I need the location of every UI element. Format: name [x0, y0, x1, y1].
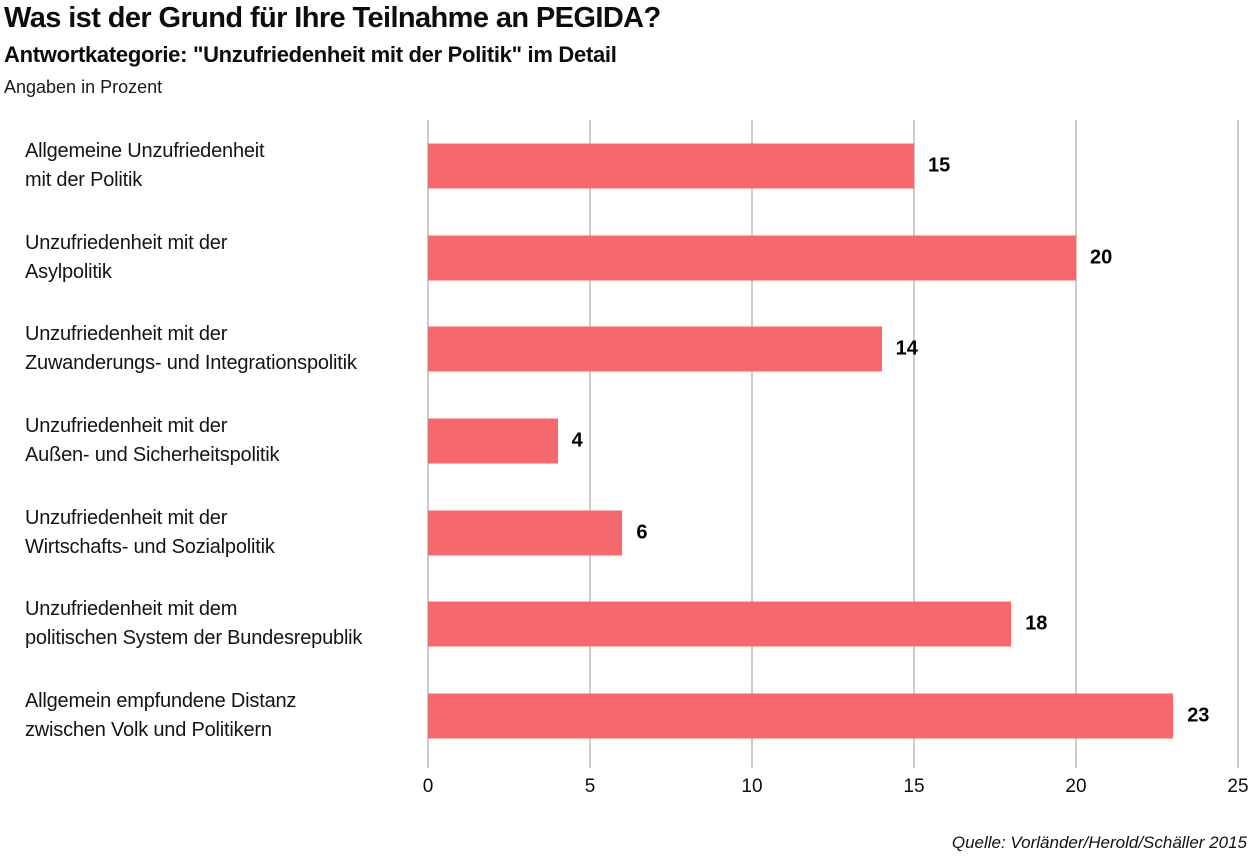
- bar: [428, 326, 882, 372]
- page-subtitle: Antwortkategorie: "Unzufriedenheit mit d…: [4, 42, 617, 67]
- category-label-line: zwischen Volk und Politikern: [25, 719, 272, 742]
- gridline: [1237, 120, 1239, 768]
- bar: [428, 418, 558, 464]
- axis-tick-label: 0: [422, 776, 434, 797]
- category-label-line: Allgemein empfundene Distanz: [25, 690, 297, 713]
- gridline: [913, 120, 915, 768]
- category-label: Unzufriedenheit mit der Außen- und Sicher…: [25, 412, 420, 470]
- category-label-line: politischen System der Bundesrepublik: [25, 627, 363, 650]
- category-label-line: Unzufriedenheit mit der: [25, 506, 228, 529]
- units-note: Angaben in Prozent: [4, 77, 163, 97]
- category-label-line: Wirtschafts- und Sozialpolitik: [25, 535, 275, 558]
- axis-tick-label: 15: [903, 776, 925, 797]
- category-label-line: Allgemeine Unzufriedenheit: [25, 139, 265, 162]
- chart-row: Unzufriedenheit mit der Zuwanderungs- und…: [0, 303, 1252, 395]
- bar: [428, 601, 1012, 647]
- category-label: Unzufriedenheit mit der Zuwanderungs- und…: [25, 320, 420, 378]
- chart-header: Was ist der Grund für Ihre Teilnahme an …: [4, 0, 1204, 98]
- value-label: 15: [928, 154, 951, 177]
- category-label-line: Außen- und Sicherheitspolitik: [25, 443, 280, 466]
- category-label-line: Unzufriedenheit mit der: [25, 414, 228, 437]
- bar-chart: 0 5 10 15 20 25 Allgemeine Unzufriedenheit mit…: [0, 120, 1252, 820]
- axis-tick-label: 10: [741, 776, 763, 797]
- category-label-line: mit der Politik: [25, 168, 143, 191]
- axis-tick-label: 20: [1065, 776, 1087, 797]
- axis-tick-label: 5: [584, 776, 596, 797]
- value-label: 14: [895, 337, 918, 360]
- bar: [428, 235, 1076, 281]
- chart-row: Allgemeine Unzufriedenheit mit der Politi…: [0, 120, 1252, 212]
- category-label: Unzufriedenheit mit der Wirtschafts- und …: [25, 504, 420, 562]
- value-label: 20: [1090, 246, 1113, 269]
- category-label-line: Asylpolitik: [25, 260, 112, 283]
- gridline: [589, 120, 591, 768]
- category-label-line: Unzufriedenheit mit der: [25, 323, 228, 346]
- category-label: Allgemein empfundene Distanz zwischen Vol…: [25, 687, 420, 745]
- bar: [428, 693, 1174, 739]
- category-label-line: Unzufriedenheit mit der: [25, 231, 228, 254]
- value-label: 4: [571, 429, 583, 452]
- category-label: Unzufriedenheit mit der Asylpolitik: [25, 229, 420, 287]
- value-label: 23: [1187, 704, 1210, 727]
- axis-tick-label: 25: [1227, 776, 1249, 797]
- bar: [428, 510, 623, 556]
- chart-row: Allgemein empfundene Distanz zwischen Vol…: [0, 670, 1252, 762]
- gridline: [1075, 120, 1077, 768]
- source-note: Quelle: Vorländer/Herold/Schäller 2015: [951, 833, 1247, 852]
- gridline: [751, 120, 753, 768]
- page-title: Was ist der Grund für Ihre Teilnahme an …: [4, 2, 661, 34]
- chart-row: Unzufriedenheit mit dem politischen Syste…: [0, 579, 1252, 671]
- category-label-line: Zuwanderungs- und Integrationspolitik: [25, 352, 357, 375]
- category-label: Unzufriedenheit mit dem politischen Syste…: [25, 595, 420, 653]
- bar: [428, 143, 914, 189]
- chart-row: Unzufriedenheit mit der Asylpolitik 20: [0, 212, 1252, 304]
- value-label: 6: [636, 521, 648, 544]
- value-label: 18: [1025, 612, 1048, 635]
- chart-row: Unzufriedenheit mit der Außen- und Sicher…: [0, 395, 1252, 487]
- category-label: Allgemeine Unzufriedenheit mit der Politi…: [25, 137, 420, 195]
- category-label-line: Unzufriedenheit mit dem: [25, 598, 238, 621]
- chart-row: Unzufriedenheit mit der Wirtschafts- und …: [0, 487, 1252, 579]
